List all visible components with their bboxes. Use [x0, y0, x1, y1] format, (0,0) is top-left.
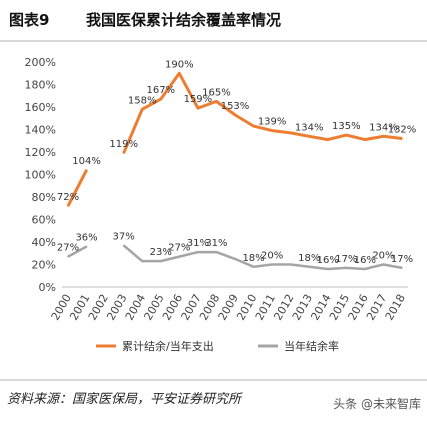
data-label: 132% — [388, 125, 417, 136]
y-tick-label: 160% — [25, 101, 56, 114]
y-tick-label: 40% — [32, 236, 56, 249]
data-point — [345, 134, 348, 136]
data-point — [289, 263, 292, 266]
data-point — [215, 251, 218, 253]
data-point — [364, 138, 366, 141]
data-label: 119% — [109, 139, 138, 150]
y-tick-label: 100% — [25, 169, 56, 182]
legend-label-1: 当年结余率 — [284, 339, 339, 353]
data-label: 17% — [335, 254, 357, 265]
data-label: 134% — [295, 122, 324, 133]
data-label: 27% — [168, 243, 190, 254]
data-point — [271, 129, 273, 132]
data-point — [382, 135, 385, 138]
data-label: 20% — [261, 251, 283, 262]
data-label: 27% — [57, 243, 79, 254]
data-label: 135% — [332, 121, 361, 132]
data-label: 153% — [221, 101, 250, 112]
source-note: 资料来源：国家医保局，平安证券研究所 — [7, 392, 242, 407]
data-point — [252, 265, 255, 268]
data-point — [67, 255, 69, 258]
y-tick-label: 80% — [32, 191, 56, 204]
data-label: 23% — [150, 247, 172, 258]
data-label: 37% — [113, 231, 135, 242]
series-line-0 — [122, 71, 403, 154]
data-label: 17% — [391, 254, 413, 265]
watermark: 头条 @未来智库 — [333, 397, 421, 411]
data-point — [234, 258, 236, 260]
data-label: 158% — [128, 95, 157, 106]
data-point — [252, 125, 255, 127]
figure-footer: 资料来源：国家医保局，平安证券研究所 头条 @未来智库 — [0, 379, 427, 421]
data-label: 18% — [242, 253, 264, 264]
figure-title: 我国医保累计结余覆盖率情况 — [86, 11, 282, 29]
data-label: 159% — [184, 94, 213, 105]
data-label: 139% — [258, 117, 287, 128]
data-point — [215, 100, 218, 103]
data-point — [326, 138, 329, 141]
series-line-0 — [66, 169, 88, 207]
y-tick-label: 120% — [25, 146, 56, 159]
data-label: 167% — [146, 85, 175, 96]
data-label: 36% — [75, 233, 97, 244]
data-point — [197, 107, 199, 109]
data-point — [271, 263, 273, 266]
data-point — [85, 169, 88, 171]
data-point — [308, 135, 311, 138]
data-label: 190% — [165, 59, 194, 70]
data-point — [382, 263, 385, 266]
data-label: 20% — [372, 251, 394, 262]
data-label: 31% — [187, 238, 209, 249]
data-point — [141, 108, 144, 111]
data-point — [159, 98, 162, 100]
legend-label-0: 累计结余/当年支出 — [122, 339, 214, 353]
data-label: 165% — [202, 87, 231, 98]
data-point — [401, 267, 403, 269]
data-label: 104% — [72, 156, 101, 167]
x-tick-label: 2018 — [383, 292, 408, 323]
data-point — [364, 268, 366, 270]
data-point — [197, 251, 199, 253]
y-tick-label: 20% — [32, 259, 56, 272]
data-point — [141, 260, 144, 262]
chart-svg: 0% 20% 40% 60% 80% 100% 120% 140% 160% 180% 200% 20… — [25, 56, 417, 353]
y-tick-label: 200% — [25, 56, 56, 69]
data-label: 16% — [354, 255, 376, 266]
data-point — [401, 137, 403, 140]
y-tick-label: 140% — [25, 124, 56, 137]
data-point — [67, 205, 69, 207]
data-label: 16% — [317, 255, 339, 266]
y-tick-label: 180% — [25, 79, 56, 92]
data-point — [234, 114, 236, 116]
figure-header: 图表9 我国医保累计结余覆盖率情况 — [0, 0, 427, 42]
data-point — [178, 255, 181, 258]
data-label: 134% — [369, 122, 398, 133]
data-point — [122, 152, 125, 154]
data-point — [122, 244, 125, 247]
data-point — [345, 267, 348, 269]
data-point — [308, 265, 311, 268]
data-label: 18% — [298, 253, 320, 264]
figure-label: 图表9 — [9, 11, 50, 29]
data-point — [326, 268, 329, 270]
y-tick-label: 60% — [32, 214, 56, 227]
data-point — [289, 132, 292, 134]
data-point — [178, 72, 181, 75]
data-label: 72% — [57, 192, 79, 203]
data-point — [159, 260, 162, 262]
series-line-1 — [122, 244, 403, 271]
y-tick-label: 0% — [39, 281, 56, 294]
data-point — [85, 245, 88, 248]
series-line-1 — [67, 245, 88, 258]
data-label: 31% — [205, 238, 227, 249]
